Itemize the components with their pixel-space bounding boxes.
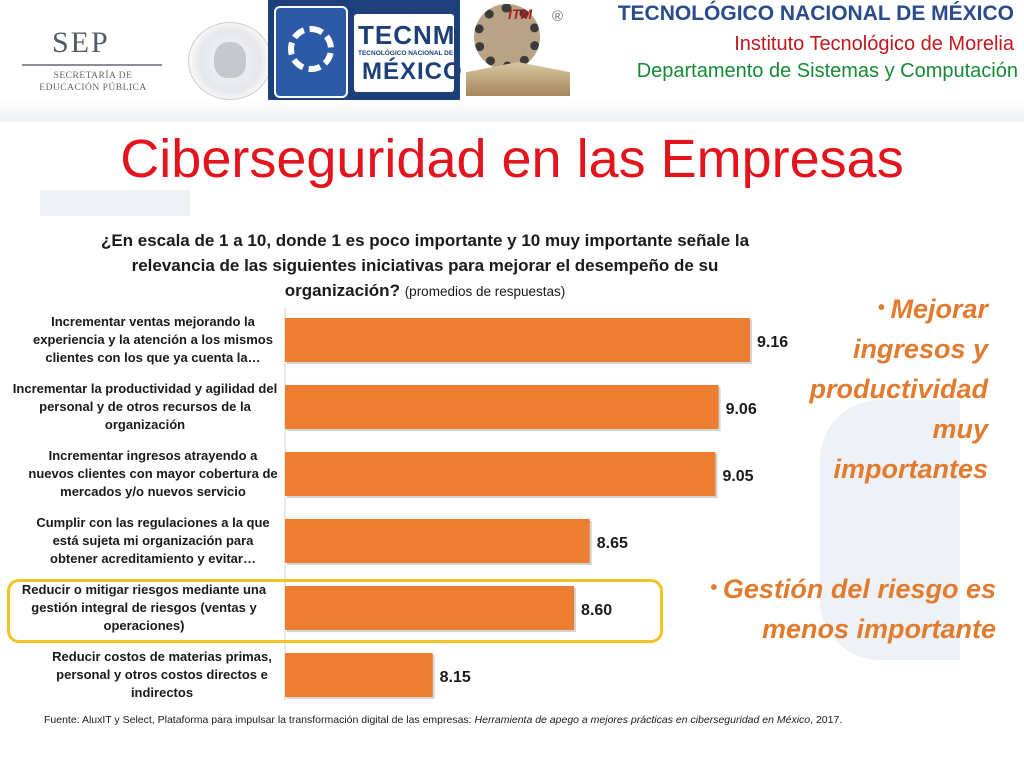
sep-logo-subtitle: SECRETARÍA DE EDUCACIÓN PÚBLICA	[39, 71, 147, 93]
category-label: Incrementar ingresos atrayendo a nuevos …	[28, 448, 278, 499]
bar	[285, 653, 433, 697]
bullet-dot-icon: •	[877, 297, 891, 319]
bullet-line: importantes	[833, 454, 988, 484]
bullet-line: muy	[932, 414, 988, 444]
bar-value-label: 9.05	[722, 468, 753, 485]
tecnm-wordmark: TECNM TECNOLÓGICO NACIONAL DE MÉXICO	[354, 14, 462, 92]
bar-value-label: 9.06	[726, 401, 757, 418]
institution-line-national: TECNOLÓGICO NACIONAL DE MÉXICO	[617, 2, 1014, 25]
bullet-line: ingresos y	[852, 334, 988, 364]
watermark-shape	[40, 190, 190, 216]
bullet-dot-icon: •	[710, 577, 723, 599]
source-work: Herramienta de apego a mejores prácticas…	[474, 714, 811, 726]
category-label: Cumplir con las regulaciones a la que es…	[36, 515, 270, 566]
slide-title: Ciberseguridad en las Empresas	[120, 129, 904, 189]
bar-value-label: 8.60	[581, 602, 612, 619]
source-note: Fuente: AluxIT y Select, Plataforma para…	[44, 712, 844, 728]
bullet-line: menos importante	[761, 614, 996, 644]
bar	[285, 586, 575, 630]
chart-question: ¿En escala de 1 a 10, donde 1 es poco im…	[90, 228, 760, 304]
header-band: SEP SECRETARÍA DE EDUCACIÓN PÚBLICA TECN…	[0, 0, 1024, 122]
itm-logo: ITM	[466, 4, 570, 98]
bar	[285, 385, 719, 429]
category-label: Reducir costos de materias primas, perso…	[52, 649, 272, 700]
bar-value-label: 8.15	[440, 669, 471, 686]
watermark-shape	[820, 400, 960, 660]
tecnm-subtitle: TECNOLÓGICO NACIONAL DE	[358, 50, 454, 57]
bullet-line: • Mejorar	[877, 294, 988, 324]
bar-group: 9.16 9.06 9.05 8.65 8.60 8.15	[285, 318, 788, 699]
category-label: Incrementar ventas mejorando la experien…	[33, 314, 273, 365]
gear-icon	[288, 26, 334, 72]
bullet-risk-management: • Gestión del riesgo es menos importante	[660, 568, 996, 649]
sep-logo-rule	[22, 64, 162, 66]
sep-logo: SEP SECRETARÍA DE EDUCACIÓN PÚBLICA	[22, 24, 162, 94]
category-label: Incrementar la productividad y agilidad …	[12, 381, 278, 432]
bar	[285, 452, 716, 496]
bar-value-label: 9.16	[757, 334, 788, 351]
tecnm-logo: TECNM TECNOLÓGICO NACIONAL DE MÉXICO	[268, 0, 462, 104]
registered-mark: ®	[552, 8, 564, 25]
institution-line-morelia: Instituto Tecnológico de Morelia	[734, 33, 1014, 55]
institution-line-department: Departamento de Sistemas y Computación	[636, 60, 1018, 82]
source-suffix: , 2017.	[810, 714, 843, 726]
tecnm-country: MÉXICO	[362, 58, 463, 85]
bullet-line: productividad	[809, 374, 988, 404]
eagle-icon	[214, 42, 246, 78]
bar	[285, 519, 590, 563]
bar-value-label: 8.65	[597, 535, 628, 552]
bullet-income-productivity: • Mejorar ingresos y productividad muy impor…	[760, 288, 988, 489]
sep-logo-name: SEP	[52, 26, 110, 59]
bar	[285, 318, 750, 362]
category-label: Reducir o mitigar riesgos mediante una g…	[21, 582, 267, 633]
tecnm-badge	[274, 6, 348, 98]
chart-question-text: ¿En escala de 1 a 10, donde 1 es poco im…	[100, 231, 750, 300]
source-prefix: Fuente: AluxIT y Select, Plataforma para…	[44, 714, 475, 726]
chart-question-note: (promedios de respuestas)	[404, 284, 566, 299]
background-watermark	[40, 190, 1020, 750]
highlight-box	[7, 579, 663, 643]
itm-letters: ITM	[508, 6, 533, 22]
bullet-line: • Gestión del riesgo es	[710, 574, 996, 604]
tecnm-name: TECNM	[358, 20, 456, 50]
